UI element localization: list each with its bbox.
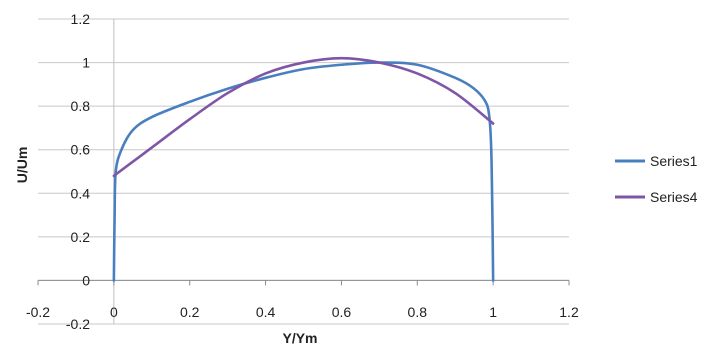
legend-label: Series1	[650, 153, 698, 169]
y-tick-label: 0.6	[71, 142, 91, 158]
y-tick-label: 0.2	[71, 229, 91, 245]
y-tick-label: 1	[82, 55, 90, 71]
x-tick-label: 0.8	[408, 304, 428, 320]
x-axis-title: Y/Ym	[282, 330, 317, 346]
y-tick-label: 0	[82, 272, 90, 288]
y-axis-title: U/Um	[14, 147, 30, 184]
y-tick-label: 0.8	[71, 98, 91, 114]
x-tick-label: 0.6	[332, 304, 352, 320]
x-tick-label: 1.2	[559, 304, 579, 320]
y-tick-labels: -0.2 0 0.2 0.4 0.6 0.8 1 1.2	[66, 11, 90, 332]
x-tick-label: 0.2	[180, 304, 200, 320]
legend: Series1 Series4	[615, 153, 698, 205]
series-line-series1	[112, 61, 495, 282]
y-tick-label: 1.2	[71, 11, 91, 27]
x-tick-label: 1	[489, 304, 497, 320]
x-tick-label: 0.4	[256, 304, 276, 320]
y-tick-label: -0.2	[66, 316, 90, 332]
series-line-series4	[112, 56, 495, 178]
x-tick-label: -0.2	[26, 304, 50, 320]
legend-label: Series4	[650, 189, 698, 205]
x-tick-labels: -0.2 0 0.2 0.4 0.6 0.8 1 1.2	[26, 304, 579, 320]
y-tick-label: 0.4	[71, 185, 91, 201]
x-tick-label: 0	[110, 304, 118, 320]
series-lines	[112, 56, 495, 282]
